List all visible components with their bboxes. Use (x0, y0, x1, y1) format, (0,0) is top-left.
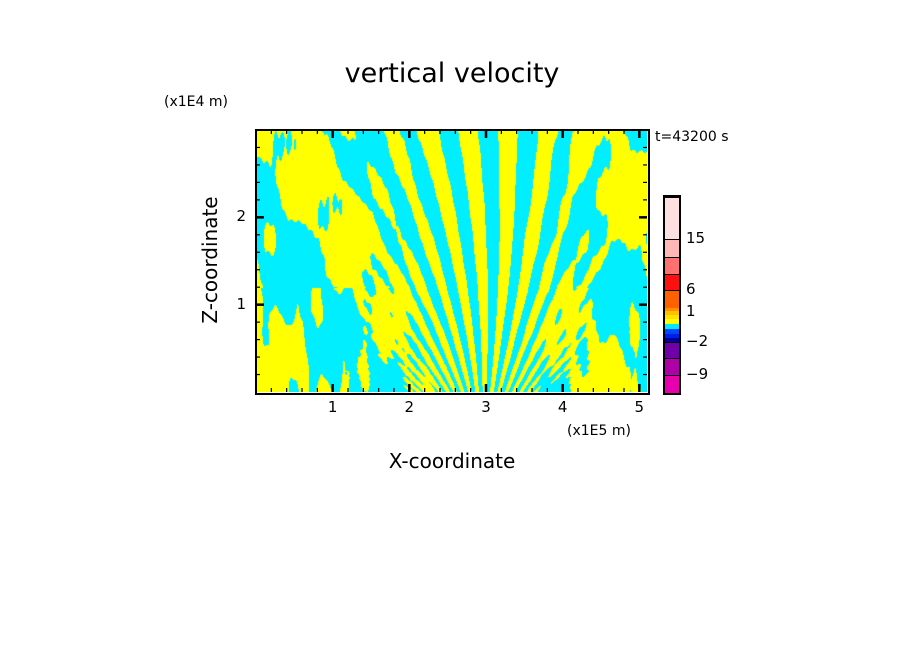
colorbar-band (665, 328, 679, 334)
colorbar-band (665, 341, 679, 358)
colorbar-tick-label: −2 (686, 331, 709, 350)
time-label: t=43200 s (655, 129, 729, 145)
chart-title: vertical velocity (344, 58, 560, 89)
colorbar-tick-label: 6 (686, 280, 696, 299)
colorbar-band (665, 197, 679, 240)
x-axis-label: X-coordinate (388, 449, 516, 473)
x-tick-label: 4 (557, 398, 568, 416)
colorbar-band (665, 323, 679, 329)
x-axis-unit: (x1E5 m) (567, 423, 631, 439)
colorbar-band (665, 357, 679, 375)
colorbar-band (665, 374, 679, 393)
y-tick-label: 1 (236, 294, 246, 313)
y-tick-label: 2 (236, 207, 246, 226)
colorbar-band (665, 333, 679, 338)
plot-frame (255, 129, 650, 395)
colorbar (663, 195, 681, 395)
y-axis-label: Z-coordinate (198, 196, 222, 324)
colorbar-band (665, 307, 679, 312)
colorbar-band (665, 337, 679, 342)
x-tick-label: 1 (327, 398, 338, 416)
colorbar-band (665, 239, 679, 257)
x-tick-label: 5 (634, 398, 645, 416)
colorbar-tick-label: 1 (686, 302, 696, 321)
colorbar-tick-label: 15 (686, 229, 706, 248)
x-tick-label: 2 (404, 398, 415, 416)
colorbar-tick-label: −9 (686, 364, 709, 383)
colorbar-band (665, 256, 679, 274)
y-axis-unit: (x1E4 m) (164, 94, 228, 110)
colorbar-band (665, 290, 679, 308)
colorbar-band (665, 273, 679, 291)
contour-field (256, 130, 647, 392)
x-tick-label: 3 (481, 398, 491, 416)
colorbar-band (665, 315, 679, 320)
colorbar-band (665, 319, 679, 324)
colorbar-band (665, 311, 679, 316)
